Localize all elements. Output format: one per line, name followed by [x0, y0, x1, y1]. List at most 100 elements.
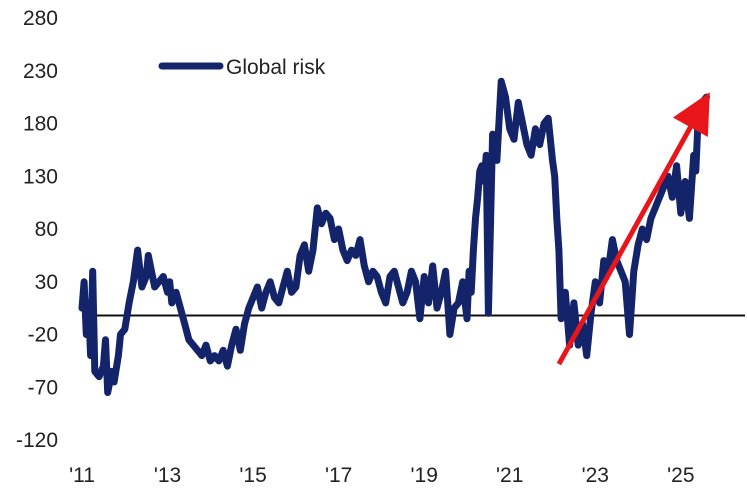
y-tick-label: 130 — [23, 165, 58, 188]
trend-arrow — [556, 92, 710, 366]
data-point — [639, 226, 645, 232]
data-point — [494, 157, 500, 163]
data-point — [674, 163, 680, 169]
y-tick-label: -70 — [28, 376, 58, 399]
data-point — [558, 316, 564, 322]
data-point — [609, 237, 615, 243]
data-point — [447, 332, 453, 337]
data-point — [319, 221, 324, 227]
data-point — [699, 99, 705, 105]
x-tick-label: '25 — [667, 464, 694, 487]
data-point — [627, 332, 632, 337]
data-point — [556, 247, 562, 253]
data-point — [297, 252, 303, 258]
data-point — [520, 121, 526, 126]
data-point — [160, 274, 166, 279]
data-point — [173, 289, 179, 295]
data-point — [340, 247, 346, 253]
data-point — [404, 289, 410, 295]
data-point — [387, 274, 393, 279]
data-point — [490, 131, 496, 137]
data-point — [644, 237, 650, 243]
data-point — [678, 210, 684, 216]
data-point — [139, 284, 145, 290]
data-point — [524, 142, 530, 148]
data-point — [686, 215, 692, 221]
data-point — [532, 126, 538, 132]
data-point — [250, 295, 256, 301]
y-tick-label: -120 — [16, 429, 58, 452]
data-point — [306, 268, 312, 274]
data-point — [143, 274, 149, 279]
data-point — [464, 316, 470, 322]
data-point — [391, 268, 397, 274]
data-point — [361, 263, 367, 269]
data-point — [122, 326, 128, 332]
data-point — [503, 94, 508, 100]
data-point — [552, 173, 558, 179]
x-tick-label: '23 — [582, 464, 609, 487]
data-point — [466, 268, 472, 274]
data-point — [254, 284, 260, 290]
data-point — [571, 300, 577, 306]
data-point — [96, 374, 102, 380]
data-point — [246, 305, 252, 311]
y-tick-label: 30 — [35, 271, 58, 294]
data-point — [473, 215, 478, 221]
data-point — [430, 263, 436, 269]
x-tick-label: '19 — [411, 464, 438, 487]
data-point — [135, 247, 141, 253]
data-point — [293, 284, 299, 290]
data-point — [691, 152, 697, 158]
data-point — [575, 342, 581, 348]
data-point — [323, 210, 329, 216]
data-point — [336, 226, 342, 232]
data-point — [413, 279, 419, 285]
data-point — [592, 279, 598, 285]
data-point — [216, 358, 222, 364]
x-tick-label: '13 — [154, 464, 181, 487]
data-point — [477, 168, 483, 174]
y-tick-label: 180 — [23, 113, 58, 136]
data-point — [284, 268, 290, 274]
data-point — [400, 300, 406, 306]
legend: Global risk — [158, 56, 326, 79]
y-tick-label: 280 — [23, 7, 58, 30]
data-point — [421, 274, 427, 279]
data-point — [475, 194, 481, 200]
data-point — [396, 284, 401, 290]
data-point — [498, 78, 504, 84]
data-point — [468, 289, 474, 295]
data-point — [289, 289, 295, 295]
data-point — [631, 268, 637, 274]
data-point — [554, 215, 560, 221]
data-point — [186, 337, 192, 343]
data-point — [511, 136, 517, 142]
data-point — [301, 242, 307, 248]
data-point — [105, 390, 111, 395]
data-point — [276, 300, 282, 306]
data-point — [177, 305, 183, 311]
legend-label-global-risk: Global risk — [226, 56, 326, 79]
data-point — [451, 305, 457, 311]
data-point — [126, 300, 132, 306]
data-point — [470, 247, 476, 253]
data-point — [327, 215, 333, 221]
data-point — [601, 258, 607, 264]
data-point — [483, 152, 489, 158]
data-point — [550, 157, 555, 163]
data-point — [479, 163, 485, 169]
data-point — [438, 289, 444, 295]
data-point — [199, 353, 205, 359]
data-point — [190, 342, 196, 348]
data-point — [353, 252, 359, 258]
x-tick-label: '15 — [239, 464, 266, 487]
data-point — [259, 305, 265, 311]
data-point — [408, 268, 414, 274]
data-point — [81, 279, 87, 285]
data-point — [147, 263, 153, 269]
data-point — [383, 300, 389, 306]
data-point — [88, 353, 94, 359]
data-point — [584, 353, 590, 359]
